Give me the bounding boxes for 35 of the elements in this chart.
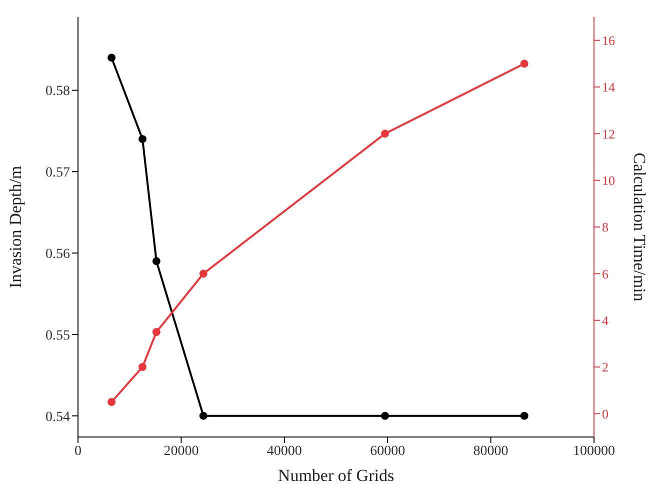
y2-axis-title: Calculation Time/min [630, 152, 649, 302]
y-tick-label: 0.55 [46, 328, 70, 344]
x-tick-label: 40000 [266, 444, 302, 459]
y2-tick-label: 12 [602, 126, 615, 142]
y2-tick-label: 10 [602, 172, 615, 188]
x-tick-label: 0 [74, 444, 82, 459]
y2-tick-label: 14 [602, 80, 616, 95]
y2-tick-label: 0 [602, 406, 608, 422]
x-tick-label: 60000 [370, 444, 406, 459]
x-tick-label: 80000 [473, 444, 508, 459]
y2-tick-label: 8 [602, 220, 608, 235]
y2-tick-label: 16 [602, 32, 616, 48]
point [152, 328, 160, 336]
point [199, 270, 208, 278]
y-tick-label: 0.58 [46, 84, 70, 100]
y-tick-label: 0.54 [46, 410, 70, 425]
x-tick-label: 100000 [573, 444, 615, 459]
point [381, 412, 390, 420]
y2-tick-label: 4 [602, 312, 609, 328]
point [138, 135, 146, 144]
point [138, 363, 146, 371]
point [199, 412, 208, 420]
y-axis-title: Invasion Depth/m [6, 166, 26, 288]
point [108, 398, 116, 406]
point [381, 130, 390, 138]
y-tick-label: 0.56 [46, 247, 70, 262]
y2-tick-label: 2 [602, 360, 608, 375]
y-tick-label: 0.57 [46, 166, 70, 181]
point [520, 412, 528, 420]
point [520, 60, 528, 68]
x-tick-label: 20000 [164, 444, 199, 459]
x-axis-title: Number of Grids [278, 466, 394, 485]
point [152, 257, 160, 266]
y2-tick-label: 6 [602, 266, 609, 282]
point [108, 54, 116, 62]
